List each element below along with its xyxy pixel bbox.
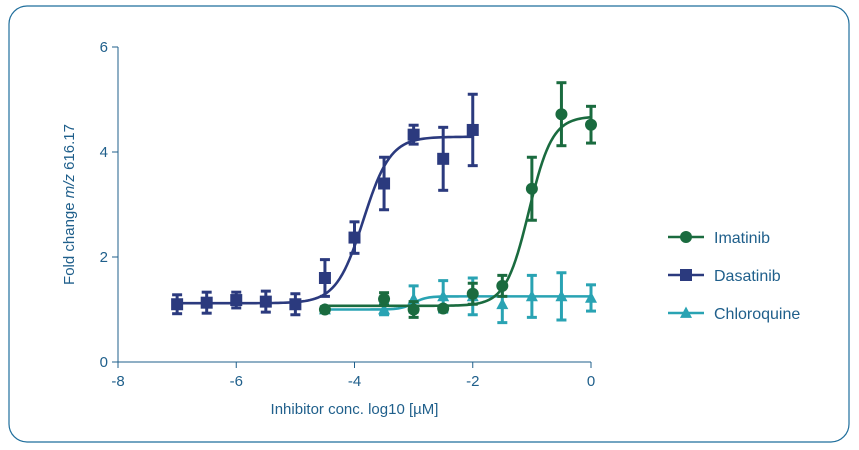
y-axis-title-suffix: 616.17 bbox=[61, 124, 78, 174]
data-point-dasatinib bbox=[378, 177, 391, 190]
data-point-imatinib bbox=[555, 108, 568, 121]
data-point-chloroquine bbox=[437, 289, 450, 302]
x-tick-label: -8 bbox=[111, 373, 124, 390]
y-tick-label: 6 bbox=[100, 39, 108, 56]
data-point-imatinib bbox=[496, 279, 509, 292]
data-point-dasatinib bbox=[259, 295, 272, 308]
series-dasatinib bbox=[171, 92, 479, 317]
plot-area bbox=[171, 81, 597, 325]
x-tick-label: -4 bbox=[348, 373, 361, 390]
x-ticks: -8 -6 -4 -2 0 bbox=[111, 362, 595, 390]
data-point-chloroquine bbox=[585, 291, 597, 303]
legend-label: Imatinib bbox=[714, 230, 770, 247]
y-tick-label: 0 bbox=[100, 354, 108, 371]
chart-frame bbox=[8, 5, 850, 443]
data-point-imatinib bbox=[318, 303, 331, 316]
legend-item-dasatinib: Dasatinib bbox=[668, 268, 781, 285]
y-axis-title-prefix: Fold change bbox=[61, 198, 78, 285]
legend-item-imatinib: Imatinib bbox=[668, 230, 770, 247]
y-tick-label: 4 bbox=[100, 144, 108, 161]
legend: Imatinib Dasatinib Chloroquine bbox=[668, 230, 800, 323]
legend-marker-dasatinib bbox=[680, 269, 692, 281]
x-tick-label: -6 bbox=[230, 373, 243, 390]
data-point-dasatinib bbox=[466, 123, 479, 136]
data-point-chloroquine bbox=[496, 297, 509, 310]
legend-item-chloroquine: Chloroquine bbox=[668, 306, 800, 323]
data-point-imatinib bbox=[407, 303, 420, 316]
data-point-imatinib bbox=[525, 182, 538, 195]
data-point-dasatinib bbox=[318, 272, 331, 284]
dose-response-chart: -8 -6 -4 -2 0 0 2 4 6 Inhibitor conc. log10 [µM… bbox=[8, 5, 850, 443]
y-ticks: 0 2 4 6 bbox=[100, 39, 118, 371]
x-axis-title: Inhibitor conc. log10 [µM] bbox=[271, 401, 439, 418]
data-point-imatinib bbox=[585, 118, 597, 131]
data-point-dasatinib bbox=[230, 294, 243, 307]
legend-marker-imatinib bbox=[680, 231, 692, 243]
data-point-chloroquine bbox=[378, 303, 391, 315]
y-axis-title-italic: m/z bbox=[61, 174, 78, 199]
chart-panel: -8 -6 -4 -2 0 0 2 4 6 Inhibitor conc. log10 [µM… bbox=[8, 5, 850, 443]
y-tick-label: 2 bbox=[100, 249, 108, 266]
data-point-imatinib bbox=[466, 287, 479, 300]
data-point-imatinib bbox=[378, 293, 391, 305]
data-point-chloroquine bbox=[555, 289, 568, 302]
x-tick-label: 0 bbox=[587, 373, 595, 390]
fit-curve-imatinib bbox=[324, 115, 592, 308]
series-imatinib bbox=[318, 81, 597, 319]
data-point-dasatinib bbox=[289, 298, 302, 311]
legend-marker-chloroquine bbox=[680, 306, 692, 318]
fit-curve-chloroquine bbox=[324, 295, 591, 311]
data-point-dasatinib bbox=[171, 298, 184, 311]
data-point-dasatinib bbox=[200, 296, 213, 309]
axes: -8 -6 -4 -2 0 0 2 4 6 Inhibitor conc. log10 [µM… bbox=[61, 39, 595, 418]
legend-label: Chloroquine bbox=[714, 306, 800, 323]
data-point-chloroquine bbox=[525, 289, 538, 302]
data-point-dasatinib bbox=[407, 128, 420, 141]
data-point-dasatinib bbox=[437, 152, 450, 165]
y-axis-title: Fold change m/z 616.17 bbox=[61, 124, 78, 285]
data-point-dasatinib bbox=[348, 231, 361, 244]
legend-label: Dasatinib bbox=[714, 268, 781, 285]
data-point-imatinib bbox=[437, 302, 450, 315]
x-tick-label: -2 bbox=[466, 373, 479, 390]
